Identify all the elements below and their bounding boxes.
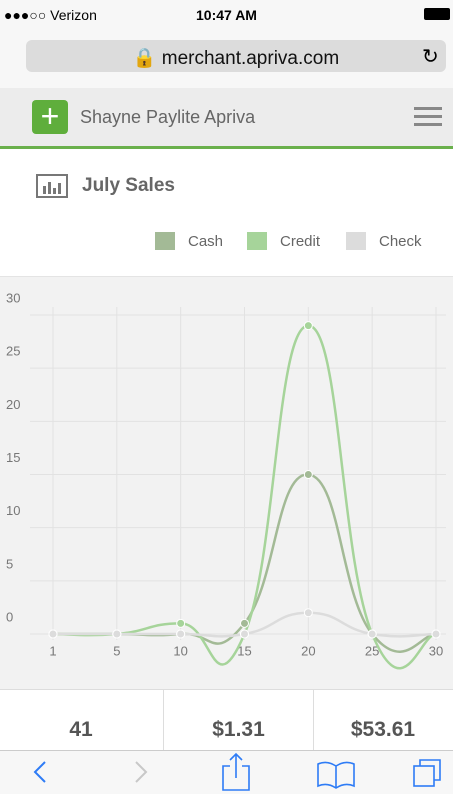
carrier: ●●●○○ Verizon [4, 7, 97, 23]
share[interactable] [222, 752, 250, 791]
menu[interactable] [414, 106, 442, 128]
x-tick-label: 30 [429, 643, 443, 658]
logo: + [32, 100, 68, 134]
point [112, 629, 122, 639]
y-tick-label: 5 [6, 556, 13, 571]
legend-swatch [346, 232, 366, 250]
x-tick-label: 15 [237, 643, 251, 658]
x-tick-label: 1 [49, 643, 56, 658]
legend-label: Credit [280, 233, 321, 250]
point [367, 629, 377, 639]
legend-label: Check [379, 233, 422, 250]
summary-count: 41 [69, 718, 93, 741]
point [240, 618, 249, 628]
legend-swatch [247, 232, 267, 250]
time: 10:47 AM [196, 7, 257, 23]
app-header: + Shayne Paylite Apriva [0, 88, 453, 149]
back[interactable] [33, 761, 46, 783]
browser-toolbar [0, 750, 453, 794]
x-tick-label: 10 [173, 643, 187, 658]
browser-bar: 🔒 merchant.apriva.com ↻ [0, 34, 453, 88]
divider [0, 689, 453, 690]
forward[interactable] [135, 761, 148, 783]
divider [0, 276, 453, 277]
battery [424, 8, 450, 20]
point [303, 608, 313, 618]
legend: Cash Credit Check [0, 230, 453, 254]
y-tick-label: 30 [6, 290, 20, 305]
y-tick-label: 0 [6, 609, 13, 624]
y-tick-label: 15 [6, 450, 20, 465]
legend-label: Cash [188, 233, 224, 250]
x-tick-label: 25 [365, 643, 379, 658]
summary-total: $53.61 [350, 718, 416, 741]
tabs[interactable] [413, 759, 441, 787]
point [431, 629, 441, 639]
url-text: merchant.apriva.com [161, 48, 340, 69]
x-tick-label: 5 [113, 643, 120, 658]
point [240, 629, 249, 639]
y-tick-label: 25 [6, 344, 20, 359]
point [176, 618, 186, 628]
point [176, 629, 186, 639]
url: 🔒 merchant.apriva.com [132, 48, 340, 69]
y-tick-label: 10 [6, 503, 20, 518]
y-tick-label: 20 [6, 397, 20, 412]
x-tick-label: 20 [301, 643, 315, 658]
point [303, 321, 313, 331]
chart-title: July Sales [82, 175, 175, 196]
summary-average: $1.31 [163, 690, 314, 750]
chart-icon [36, 174, 68, 198]
bookmarks[interactable] [317, 761, 355, 789]
app-title: Shayne Paylite Apriva [80, 107, 256, 127]
legend-swatch [155, 232, 175, 250]
url-field[interactable]: 🔒 merchant.apriva.com ↻ [26, 40, 446, 72]
point [48, 629, 58, 639]
status-bar: ●●●○○ Verizon 10:47 AM [0, 0, 453, 34]
point [303, 470, 313, 479]
reload[interactable]: ↻ [422, 46, 439, 68]
